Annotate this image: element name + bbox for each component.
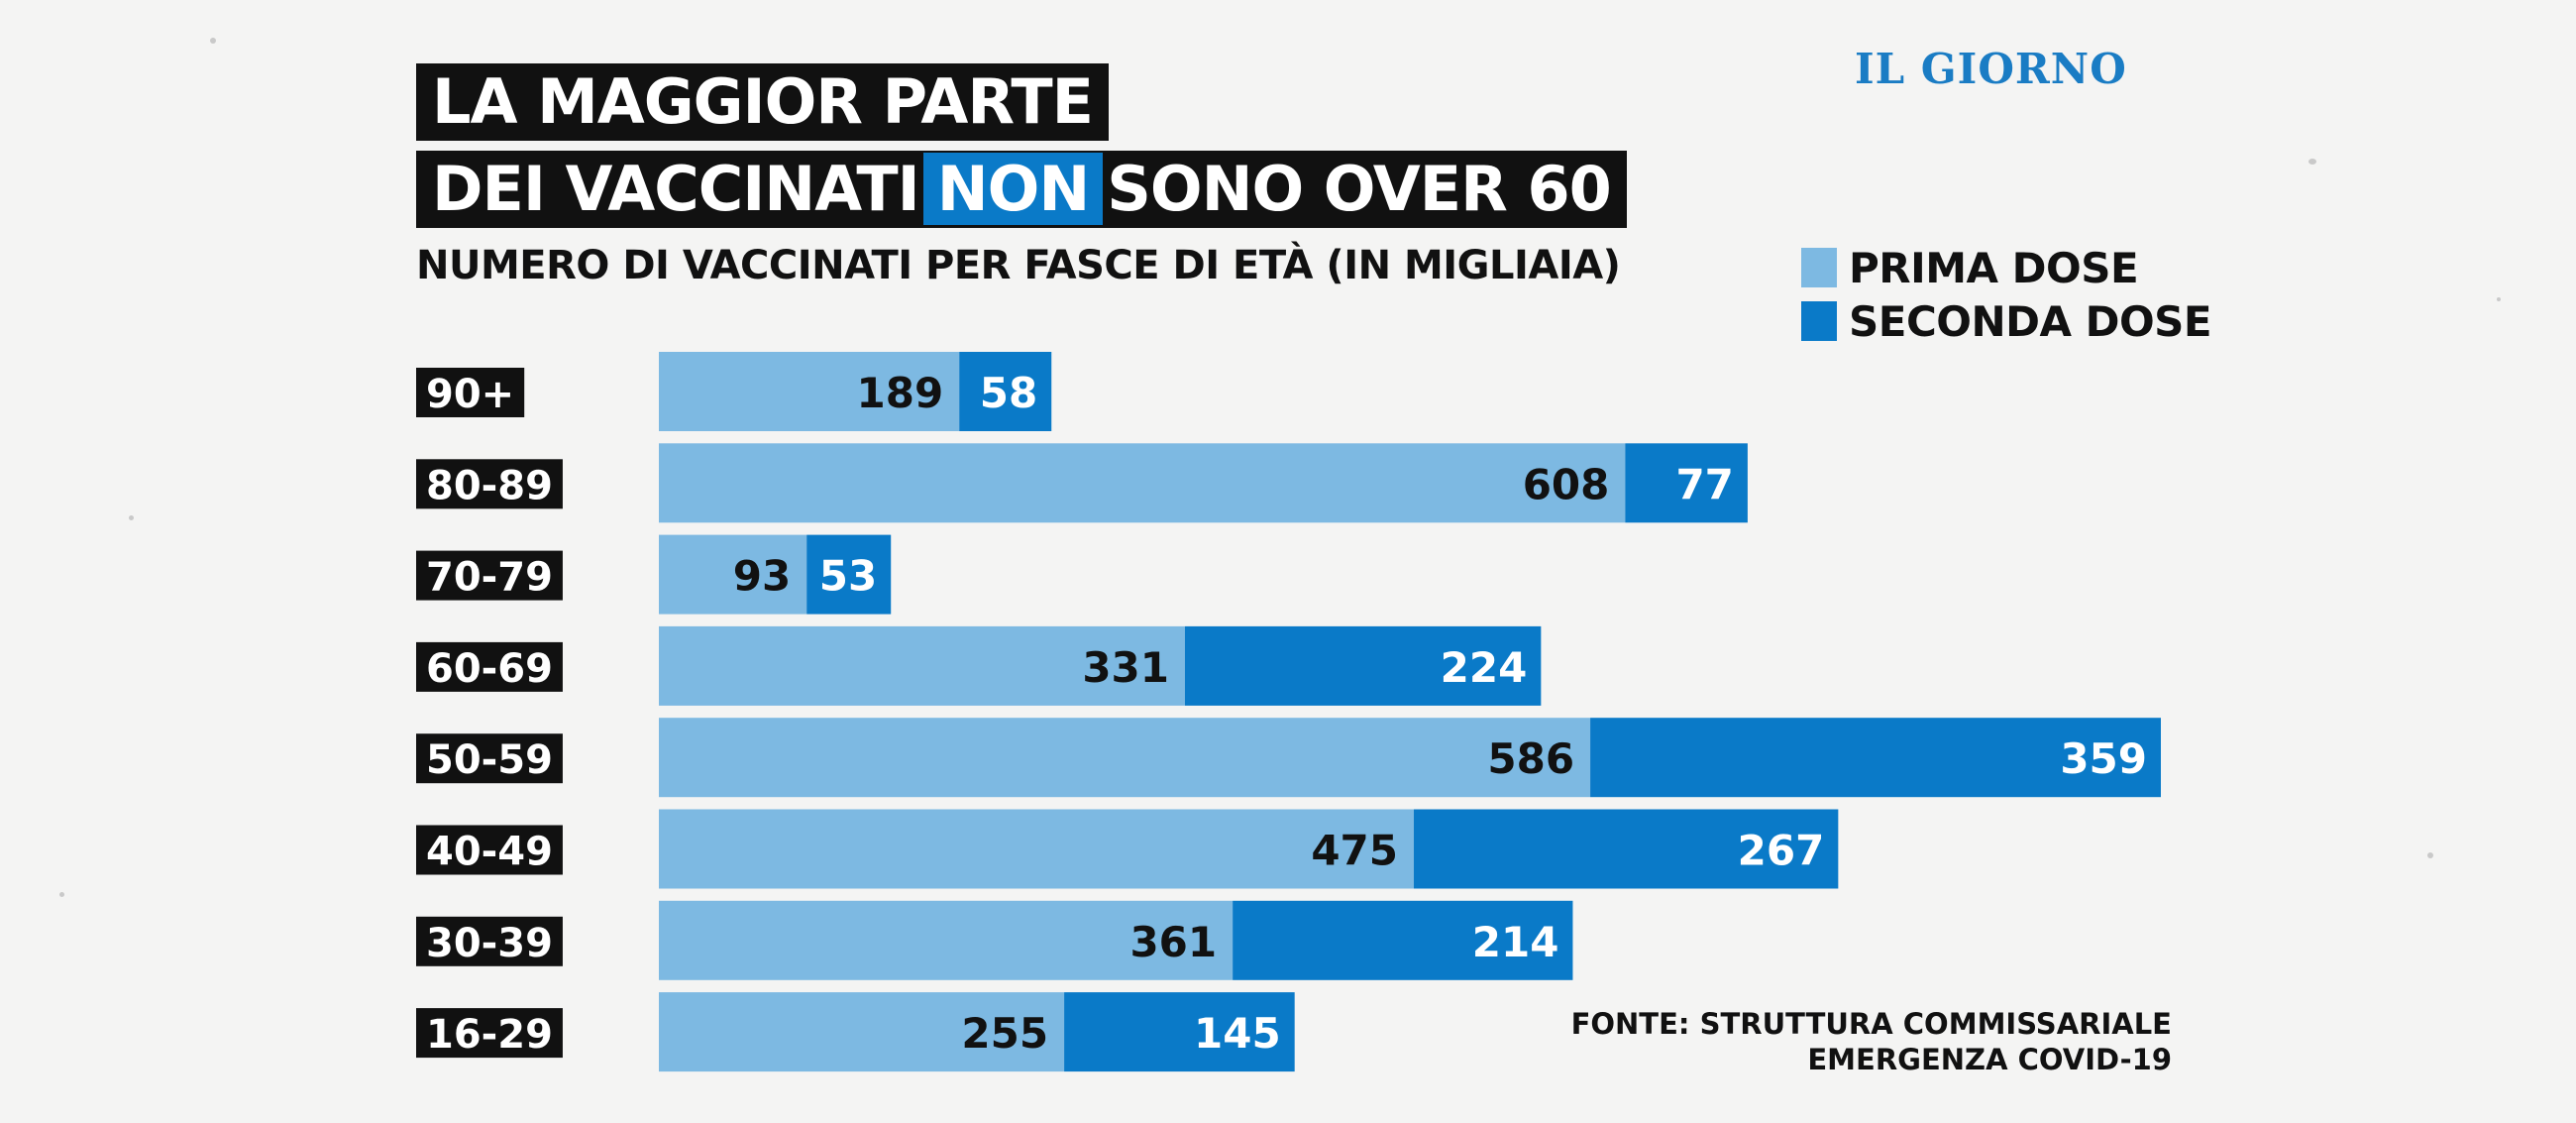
category-label: 90+: [426, 372, 514, 417]
value-label-prima-dose: 608: [1523, 460, 1610, 508]
value-label-prima-dose: 255: [961, 1009, 1048, 1058]
bar-prima-dose: [659, 534, 807, 615]
chart-title-line-2-before: DEI VACCINATI: [432, 153, 920, 225]
value-label-prima-dose: 361: [1129, 918, 1217, 966]
bar-prima-dose: [659, 625, 1186, 706]
value-label-seconda-dose: 145: [1194, 1009, 1281, 1058]
category-label-box: [416, 916, 563, 966]
chart-title-line-2-after: SONO OVER 60: [1107, 153, 1612, 225]
legend-label-seconda-dose: SECONDA DOSE: [1849, 296, 2212, 346]
bar-prima-dose: [659, 352, 960, 431]
category-label-box: [416, 1008, 563, 1059]
category-label-box: [416, 459, 563, 509]
brand-logo: IL GIORNO: [1855, 45, 2127, 93]
value-label-prima-dose: 93: [733, 552, 791, 601]
bar-seconda-dose: [1185, 625, 1542, 706]
legend-swatch-prima-dose: [1801, 248, 1837, 287]
value-label-prima-dose: 586: [1487, 734, 1574, 783]
category-label-box: [416, 641, 563, 692]
value-label-prima-dose: 331: [1082, 643, 1169, 692]
category-label: 50-59: [426, 737, 553, 783]
bar-seconda-dose: [806, 534, 892, 615]
bar-prima-dose: [659, 809, 1415, 889]
source-note: FONTE: STRUTTURA COMMISSARIALE EMERGENZA…: [1571, 1006, 2172, 1077]
category-label-box: [416, 825, 563, 875]
bar-seconda-dose: [1625, 443, 1748, 523]
legend-swatch-seconda-dose: [1801, 301, 1837, 341]
bar-prima-dose: [659, 900, 1234, 980]
category-label: 60-69: [426, 646, 553, 692]
category-label-box: [416, 368, 525, 417]
bar-seconda-dose: [1233, 900, 1573, 980]
value-label-seconda-dose: 58: [980, 369, 1037, 417]
bar-prima-dose: [659, 443, 1626, 523]
chart-title-line-1: LA MAGGIOR PARTE: [416, 63, 1109, 141]
value-label-seconda-dose: 224: [1441, 643, 1528, 692]
value-label-prima-dose: 189: [857, 369, 944, 417]
source-line-2: EMERGENZA COVID-19: [1807, 1043, 2172, 1076]
bar-prima-dose: [659, 718, 1591, 798]
chart-title-line-1-text: LA MAGGIOR PARTE: [432, 65, 1094, 138]
chart-title-highlight: NON: [922, 153, 1104, 225]
bar-prima-dose: [659, 992, 1065, 1072]
value-label-seconda-dose: 267: [1738, 827, 1825, 875]
value-label-seconda-dose: 214: [1472, 918, 1559, 966]
category-label: 40-49: [426, 830, 553, 875]
category-label: 80-89: [426, 463, 553, 508]
category-label: 70-79: [426, 555, 553, 601]
source-line-1: FONTE: STRUTTURA COMMISSARIALE: [1570, 1007, 2172, 1041]
category-label: 16-29: [426, 1012, 553, 1058]
bar-seconda-dose: [1590, 718, 2161, 798]
value-label-seconda-dose: 53: [819, 552, 877, 601]
bar-seconda-dose: [1414, 809, 1839, 889]
value-label-seconda-dose: 359: [2060, 734, 2147, 783]
chart-title-line-2: DEI VACCINATI NON SONO OVER 60: [416, 151, 1627, 228]
chart-subtitle: NUMERO DI VACCINATI PER FASCE DI ETÀ (IN…: [416, 243, 1621, 288]
value-label-prima-dose: 475: [1311, 827, 1398, 875]
bar-seconda-dose: [1064, 992, 1295, 1072]
category-label-box: [416, 733, 563, 784]
legend-item-seconda-dose: SECONDA DOSE: [1801, 296, 2212, 346]
bar-seconda-dose: [959, 352, 1052, 431]
category-label-box: [416, 550, 563, 601]
category-label: 30-39: [426, 921, 553, 966]
value-label-seconda-dose: 77: [1675, 460, 1733, 508]
legend-item-prima-dose: PRIMA DOSE: [1801, 243, 2139, 292]
legend-label-prima-dose: PRIMA DOSE: [1849, 243, 2139, 292]
